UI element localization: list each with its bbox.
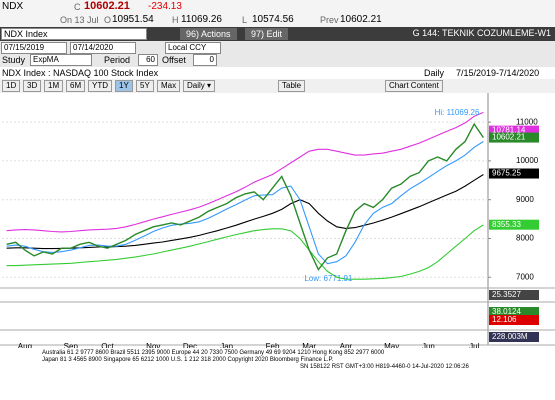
panel-tag-label: 228.003M <box>492 332 528 341</box>
y-tick-label: 10000 <box>516 156 539 165</box>
range-button[interactable]: 6M <box>66 80 86 92</box>
offset-label: Offset <box>162 55 186 65</box>
value-tag <box>489 125 539 136</box>
date-range: 7/15/2019-7/14/2020 <box>456 68 540 78</box>
range-button[interactable]: 1M <box>44 80 64 92</box>
series-line <box>6 224 484 280</box>
value-tag-label: 8355.33 <box>492 220 521 229</box>
chart-header: NDX Index : NASDAQ 100 Stock Index Daily… <box>0 67 555 79</box>
low-annotation: Low: 6771.91 <box>304 274 353 283</box>
period[interactable]: 60 <box>138 54 158 66</box>
plot-area <box>0 93 555 348</box>
low: 10574.56 <box>252 14 294 25</box>
low-flag: L <box>242 15 248 25</box>
x-tick-label: Jun <box>422 342 435 348</box>
series-line <box>6 111 484 233</box>
range-button[interactable]: 5Y <box>136 80 154 92</box>
x-tick-label: Sep <box>64 342 79 348</box>
prev-flag: Prev <box>320 15 339 25</box>
open-flag: O <box>104 15 112 25</box>
range-buttons: Table Chart Content 1D 3D 1M 6M YTD 1Y 5Y Max Da… <box>0 79 555 93</box>
x-tick-label: Feb <box>266 342 280 348</box>
panel-tag-label: 25.3527 <box>492 290 521 299</box>
x-tick-label: Dec <box>183 342 197 348</box>
table-button[interactable]: Table <box>278 80 306 92</box>
controls: 07/15/2019 07/14/2020 Local CCY Study Ex… <box>0 41 555 67</box>
open: 10951.54 <box>112 14 154 25</box>
panel-tag <box>489 332 539 342</box>
page-title: G 144: TEKNIK COZUMLEME-W1 <box>412 28 551 38</box>
range-button[interactable]: Daily ▾ <box>183 80 216 92</box>
x-tick-label: Mar <box>302 342 316 348</box>
value-tag-label: 10781.14 <box>492 126 526 135</box>
x-tick-label: Jul <box>469 342 479 348</box>
y-tick-label: 11000 <box>516 117 538 126</box>
prev: 10602.21 <box>340 14 382 25</box>
high-annotation: Hi: 11069.26 <box>435 108 480 117</box>
range-button[interactable]: YTD <box>88 80 112 92</box>
panel-tag-label: 12.106 <box>492 315 517 324</box>
start-date[interactable]: 07/15/2019 <box>1 42 67 54</box>
x-tick-label: Jan <box>220 342 233 348</box>
x-tick-label: Aug <box>18 342 32 348</box>
x-tick-label: Nov <box>146 342 160 348</box>
footer: Australia 61 2 9777 8600 Brazil 5511 239… <box>0 348 555 400</box>
high-flag: H <box>172 15 179 25</box>
study-label: Study <box>2 55 26 65</box>
security-input[interactable]: NDX Index <box>1 28 147 40</box>
chart-content-button[interactable]: Chart Content <box>385 80 443 92</box>
chart: 7000 8000 9000 10000 11000 Aug Sep Oct Nov Dec Jan… <box>0 93 555 348</box>
last-price: 10602.21 <box>84 0 130 12</box>
panel-tag-label: 38.0124 <box>492 307 521 316</box>
panel-tag <box>489 290 539 300</box>
offset[interactable]: 0 <box>193 54 217 66</box>
menu-bar: NDX Index 96) Actions 97) Edit G 144: TE… <box>0 27 555 41</box>
security-name: NDX Index : NASDAQ 100 Stock Index <box>2 68 159 78</box>
study[interactable]: ExpMA <box>30 54 92 66</box>
last-flag: C <box>74 2 81 12</box>
actions-menu[interactable]: 96) Actions <box>180 28 237 40</box>
panel-tag <box>489 315 539 325</box>
range-button[interactable]: 1Y <box>115 80 133 92</box>
quote-bar: NDX C 10602.21 -234.13 On 13 Jul O 10951… <box>0 0 555 27</box>
x-tick-label: May <box>384 342 399 348</box>
end-date[interactable]: 07/14/2020 <box>70 42 136 54</box>
edit-menu[interactable]: 97) Edit <box>245 28 289 40</box>
x-tick-label: Apr <box>340 342 353 348</box>
range-button[interactable]: 3D <box>23 80 42 92</box>
range-button[interactable]: Max <box>157 80 181 92</box>
panel-tag <box>489 307 539 317</box>
value-tag-label: 9675.25 <box>492 169 521 178</box>
change: -234.13 <box>148 1 182 12</box>
footer-line: SN 158122 RST GMT+3:00 H819-4460-0 14-Ju… <box>300 364 469 370</box>
value-tag <box>489 168 539 179</box>
footer-line: Australia 61 2 9777 8600 Brazil 5511 239… <box>42 350 385 356</box>
footer-line: Japan 81 3 4565 8900 Singapore 65 6212 1… <box>42 357 334 363</box>
series-line <box>6 122 484 271</box>
y-tick-label: 8000 <box>516 234 534 243</box>
x-tick-label: Oct <box>101 342 114 348</box>
frequency: Daily <box>424 68 445 78</box>
date: On 13 Jul <box>60 15 99 25</box>
period-label: Period <box>104 55 131 65</box>
currency[interactable]: Local CCY <box>165 42 221 54</box>
ticker: NDX <box>2 1 24 12</box>
series-line <box>6 141 484 265</box>
value-tag-label: 10602.21 <box>492 133 526 142</box>
series-line <box>6 174 484 250</box>
value-tag <box>489 219 539 230</box>
range-button[interactable]: 1D <box>2 80 21 92</box>
high: 11069.26 <box>181 14 222 25</box>
y-tick-label: 9000 <box>516 195 534 204</box>
y-tick-label: 7000 <box>516 272 534 281</box>
value-tag <box>489 132 539 143</box>
